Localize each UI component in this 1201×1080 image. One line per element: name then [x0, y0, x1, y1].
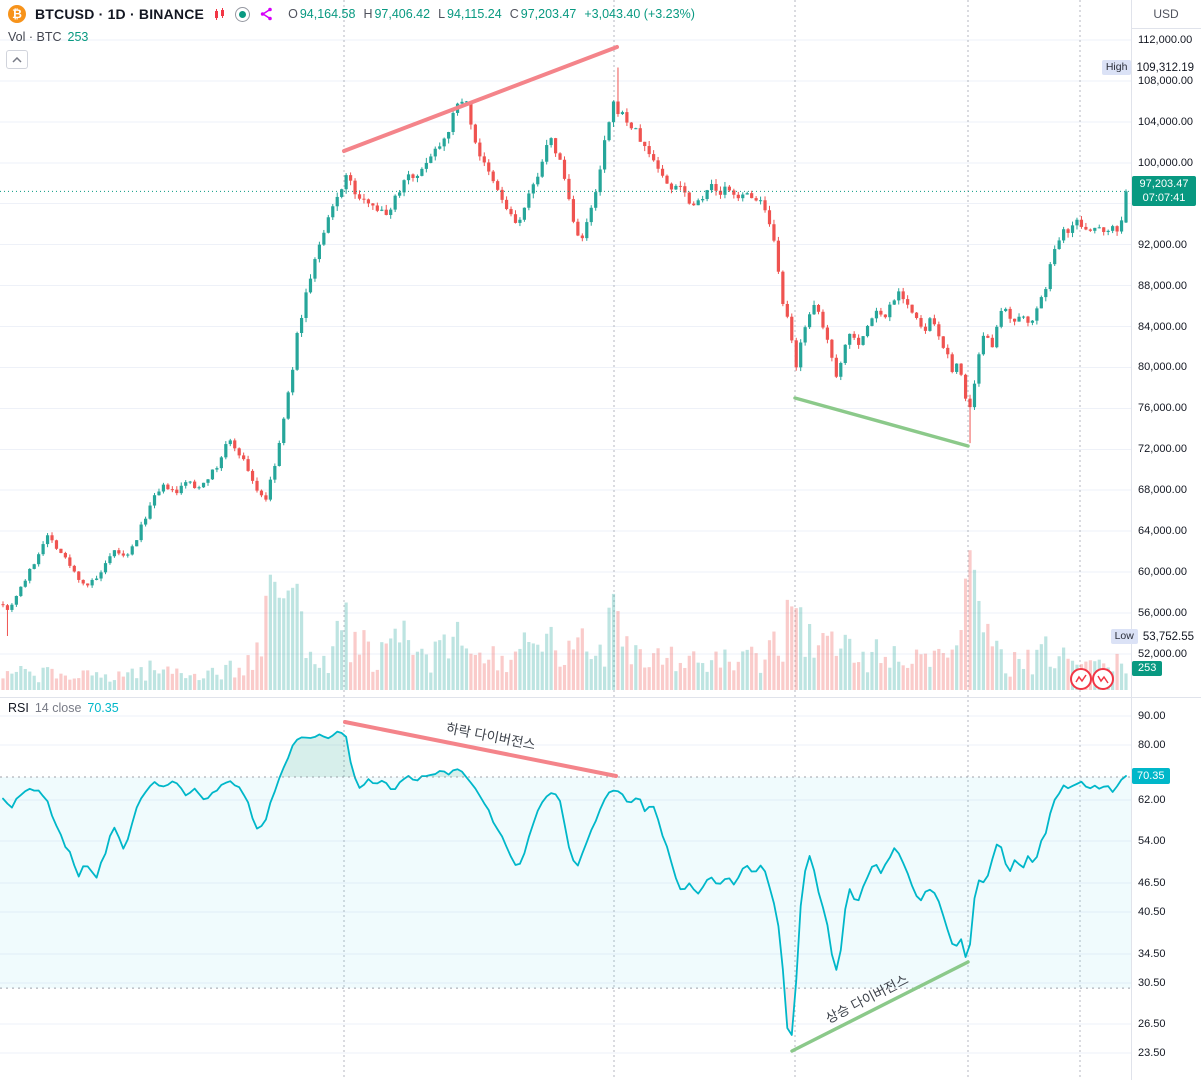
chevron-up-icon: [12, 56, 22, 63]
chart-legend: ₿ BTCUSD · 1D · BINANCE O 94,164.58 H 97,4…: [8, 0, 695, 28]
volume-axis-badge: 253: [1132, 661, 1163, 676]
candlestick-series: [1, 67, 1128, 636]
market-status-icon[interactable]: [235, 6, 251, 22]
close-label: C: [509, 7, 519, 21]
volume-legend-value: 253: [67, 30, 89, 44]
volume-series: [1, 550, 1128, 690]
bitcoin-icon: ₿: [8, 5, 26, 23]
open-value: 94,164.58: [299, 7, 356, 21]
low-label: L: [438, 7, 446, 21]
low-label-chip: Low: [1110, 629, 1138, 644]
current-price-value: 97,203.47: [1139, 178, 1189, 190]
rsi-band-lines: [0, 776, 1131, 989]
change-value: +3,043.40 (+3.23%): [584, 7, 695, 21]
bullish-divergence-price-line[interactable]: [793, 396, 970, 448]
bullish-divergence-rsi-line[interactable]: [790, 960, 970, 1053]
share-icon[interactable]: [259, 7, 273, 21]
currency-label[interactable]: USD: [1153, 7, 1179, 21]
rsi-indicator-title[interactable]: RSI: [8, 701, 29, 715]
bearish-divergence-price-line[interactable]: [342, 45, 619, 153]
ohlc-readout: O 94,164.58 H 97,406.42 L 94,115.24 C 97,203…: [288, 7, 695, 21]
rsi-zone-fills: [279, 731, 1126, 1035]
sticker-zigzag-icon: [1075, 674, 1087, 683]
axis-header-separator: [1131, 28, 1201, 29]
close-value: 97,203.47: [520, 7, 577, 21]
bar-countdown: 07:07:41: [1142, 192, 1186, 204]
emoji-sticker-icon[interactable]: [1092, 668, 1114, 690]
rsi-indicator-value: 70.35: [87, 701, 119, 715]
divergence-trendlines[interactable]: [342, 45, 970, 1053]
high-label: H: [363, 7, 373, 21]
red-candlestick-icon[interactable]: [213, 7, 226, 21]
rsi-line: [2, 730, 1127, 1036]
rsi-value-badge: 70.35: [1132, 768, 1170, 784]
sticker-zigzag-icon: [1097, 675, 1109, 684]
high-price-value: 109,312.19: [1136, 61, 1194, 74]
symbol-title[interactable]: BTCUSD · 1D · BINANCE: [35, 6, 205, 22]
volume-legend-label[interactable]: Vol · BTC: [8, 30, 62, 44]
low-value: 94,115.24: [447, 7, 502, 21]
open-label: O: [288, 7, 298, 21]
rsi-indicator-params: 14 close: [34, 701, 82, 715]
low-price-value: 53,752.55: [1142, 630, 1194, 643]
gridlines: [343, 0, 1081, 1080]
market-open-dot: [239, 10, 247, 18]
bearish-divergence-rsi-line[interactable]: [343, 720, 618, 778]
pane-separator[interactable]: [0, 697, 1201, 698]
emoji-sticker-icon[interactable]: [1070, 668, 1092, 690]
collapse-legend-button[interactable]: [6, 50, 28, 69]
rsi-band: [0, 777, 1131, 989]
low-price-row: Low 53,752.55: [1110, 629, 1194, 644]
price-axis-border: [1131, 0, 1132, 1080]
volume-legend: Vol · BTC 253: [8, 30, 88, 44]
high-price-row: High 109,312.19: [1101, 60, 1194, 75]
rsi-legend: RSI 14 close 70.35: [8, 701, 119, 715]
current-price-badge: 97,203.47 07:07:41: [1132, 176, 1196, 206]
bearish-divergence-label[interactable]: 하락 다이버전스: [445, 721, 537, 753]
high-value: 97,406.42: [374, 7, 431, 21]
high-label-chip: High: [1101, 60, 1132, 75]
